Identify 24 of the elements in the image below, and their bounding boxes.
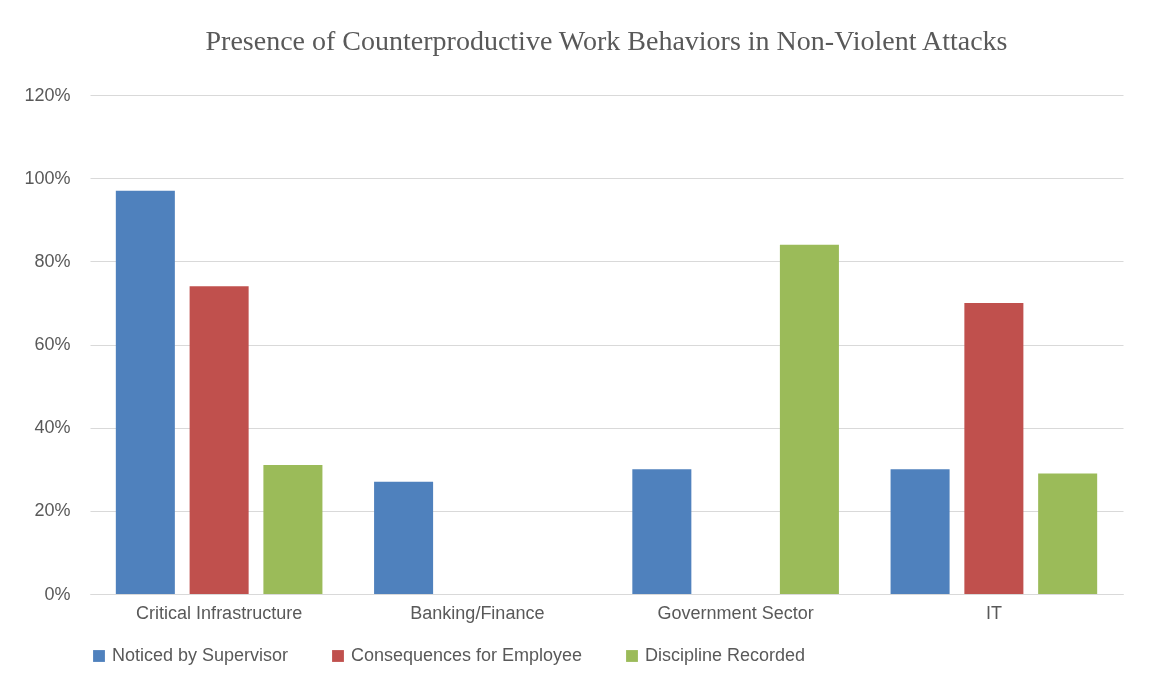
y-tick-label: 40%	[34, 417, 71, 438]
y-tick-label: 0%	[44, 583, 71, 604]
legend-label: Noticed by Supervisor	[112, 645, 289, 665]
bar	[1038, 473, 1098, 594]
legend-label: Consequences for Employee	[351, 645, 583, 665]
x-tick-label: Banking/Finance	[410, 602, 545, 623]
x-tick-label: IT	[985, 602, 1002, 623]
x-tick-label: Government Sector	[657, 602, 814, 623]
y-tick-label: 20%	[34, 500, 71, 521]
bar	[115, 190, 175, 594]
legend-label: Discipline Recorded	[645, 645, 806, 665]
bar	[189, 286, 249, 594]
chart-title: Presence of Counterproductive Work Behaviors in Non-Violent Attacks	[205, 25, 1008, 56]
bar	[632, 469, 692, 594]
y-tick-label: 100%	[24, 167, 71, 188]
y-tick-label: 80%	[34, 250, 71, 271]
bar	[374, 481, 434, 594]
bar	[964, 302, 1024, 594]
y-tick-label: 120%	[24, 84, 71, 105]
x-tick-label: Critical Infrastructure	[136, 602, 303, 623]
bar	[779, 244, 839, 594]
y-tick-label: 60%	[34, 334, 71, 354]
bar	[890, 469, 950, 594]
bar	[263, 465, 323, 594]
